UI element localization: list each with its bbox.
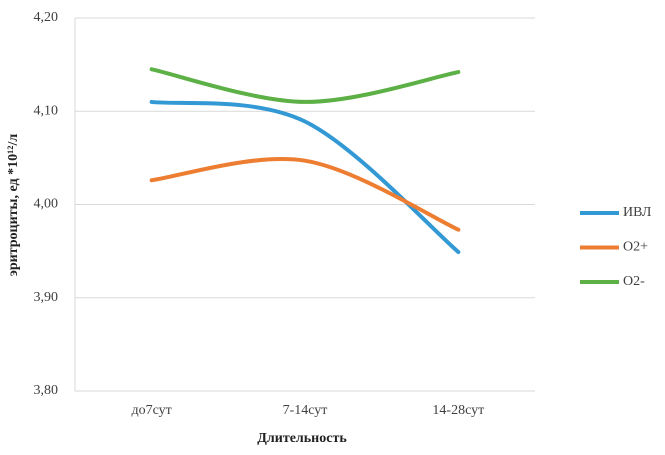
- y-tick-label: 4,20: [34, 10, 59, 25]
- legend-label: O2+: [623, 240, 648, 255]
- line-series: [149, 99, 461, 255]
- y-tick-label: 3,90: [34, 290, 59, 305]
- y-tick-label: 3,80: [34, 383, 59, 398]
- legend-label: ИВЛ: [623, 205, 652, 220]
- y-tick-label: 4,00: [34, 197, 59, 212]
- x-axis-title: Длительность: [257, 431, 347, 446]
- legend-label: O2-: [623, 274, 645, 289]
- y-tick-label: 4,10: [34, 103, 59, 118]
- x-tick-label: 7-14сут: [283, 403, 328, 418]
- line-series: [149, 157, 461, 232]
- x-tick-label: до7сут: [132, 403, 172, 418]
- x-tick-label: 14-28сут: [432, 403, 484, 418]
- y-axis-title: эритроциты, ед *10¹²/л: [6, 134, 21, 277]
- line-series: [149, 67, 461, 104]
